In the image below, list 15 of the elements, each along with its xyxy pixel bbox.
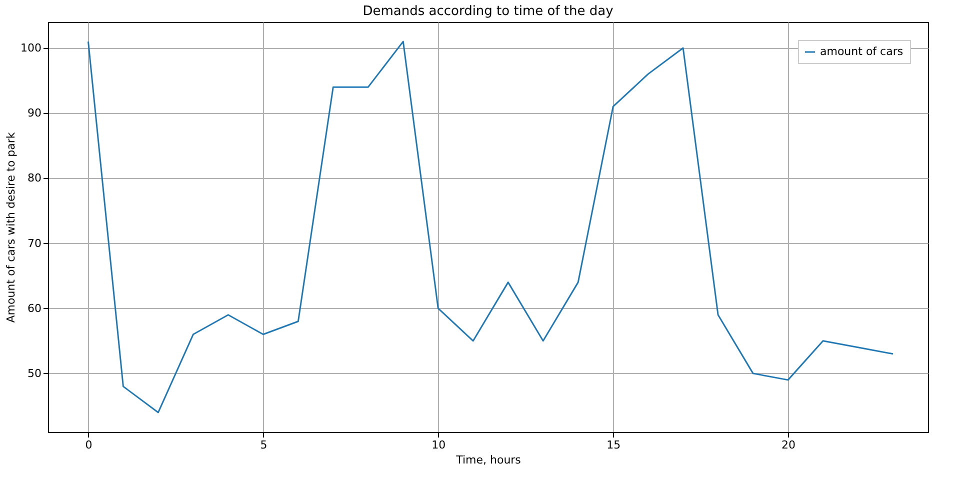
y-axis-title: Amount of cars with desire to park — [4, 132, 18, 323]
x-tick-label: 20 — [782, 438, 796, 452]
legend-label: amount of cars — [820, 45, 904, 58]
y-tick-label: 50 — [28, 366, 42, 380]
x-axis-title: Time, hours — [455, 454, 522, 466]
x-tick-label: 5 — [260, 438, 268, 452]
x-tick-label: 10 — [432, 438, 446, 452]
x-tick-label: 15 — [606, 438, 621, 452]
y-tick-label: 70 — [28, 236, 42, 250]
chart-title: Demands according to time of the day — [362, 4, 614, 19]
x-tick-label: 0 — [85, 438, 92, 452]
y-tick-label: 60 — [28, 302, 42, 315]
y-tick-label: 90 — [28, 106, 42, 120]
y-tick-label: 100 — [20, 42, 42, 55]
y-tick-label: 80 — [28, 172, 42, 185]
